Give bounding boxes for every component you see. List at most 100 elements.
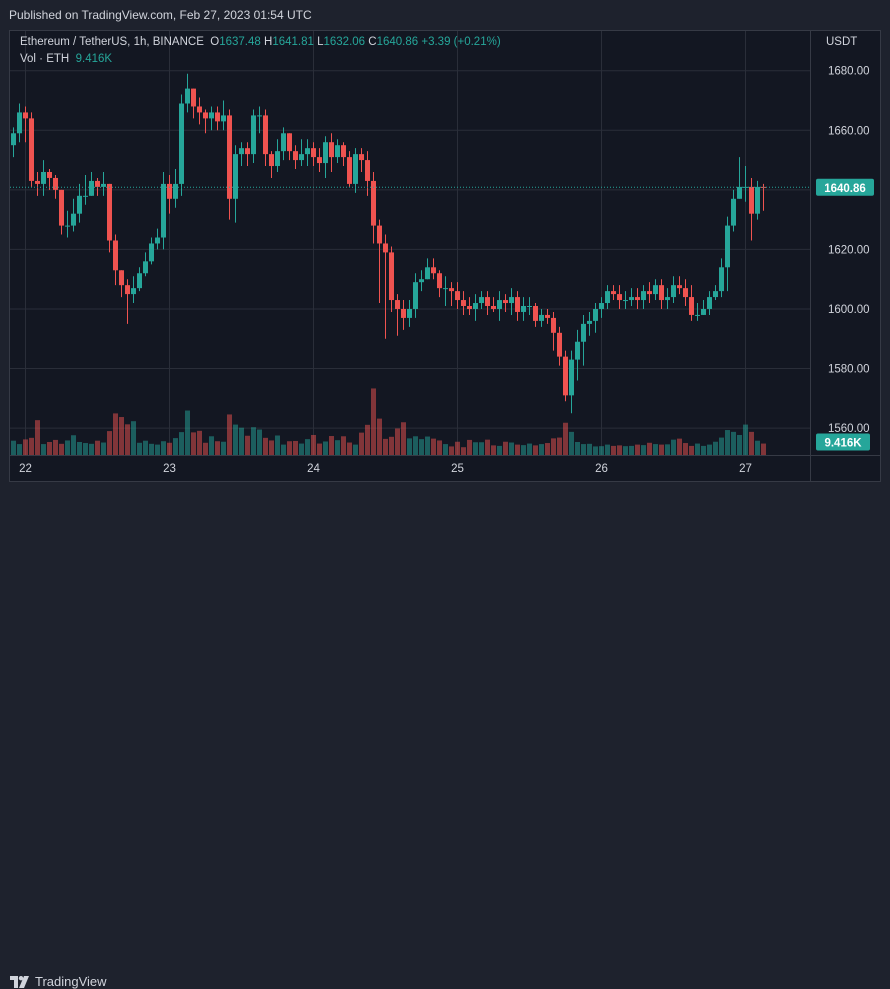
candle-body [215, 112, 220, 122]
volume-bar [563, 422, 568, 455]
volume-bar [329, 436, 334, 455]
volume-bar [83, 443, 88, 455]
volume-bar [635, 444, 640, 455]
x-tick-label: 26 [595, 463, 608, 475]
volume-bar [233, 424, 238, 455]
candle-body [623, 300, 628, 302]
candle-body [677, 285, 682, 289]
candle-body [587, 320, 592, 324]
volume-bar [179, 432, 184, 455]
volume-bar [449, 446, 454, 455]
volume-bar [605, 444, 610, 455]
candle-body [251, 115, 256, 155]
volume-bar [251, 427, 256, 455]
volume-bar [365, 424, 370, 455]
volume-bar [293, 440, 298, 455]
volume-bar [707, 444, 712, 455]
volume-bar [185, 410, 190, 455]
candle-body [413, 282, 418, 309]
candle-body [515, 297, 520, 312]
volume-bar [89, 443, 94, 455]
candle-body [167, 183, 172, 199]
volume-bar [305, 439, 310, 455]
volume-bar [317, 443, 322, 455]
candle-body [179, 103, 184, 184]
volume-badge-label: 9.416K [824, 438, 862, 450]
volume-bar [275, 435, 280, 455]
volume-bar [71, 435, 76, 455]
candle-body [479, 297, 484, 304]
volume-bar [53, 439, 58, 455]
volume-bar [611, 445, 616, 455]
low-key: L [317, 36, 324, 48]
volume-bar [671, 439, 676, 455]
candle-body [701, 308, 706, 315]
volume-bar [119, 417, 124, 455]
candle-body [683, 288, 688, 298]
candle-body [395, 300, 400, 309]
volume-bar [629, 445, 634, 455]
candle-body [329, 142, 334, 158]
volume-bar [17, 444, 22, 455]
candle-body [629, 297, 634, 301]
volume-bar [581, 444, 586, 455]
volume-bar [59, 443, 64, 455]
volume-bar [527, 443, 532, 455]
candle-body [341, 145, 346, 158]
volume-bar [431, 438, 436, 455]
candle-body [245, 148, 250, 155]
candle-body [239, 148, 244, 155]
volume-bar [131, 421, 136, 455]
volume-bar [197, 430, 202, 455]
volume-bar [203, 442, 208, 455]
volume-bar [509, 442, 514, 455]
volume-bar [377, 418, 382, 455]
volume-bar [323, 441, 328, 455]
volume-bar [245, 435, 250, 455]
candle-body [731, 198, 736, 226]
volume-bar [95, 440, 100, 455]
candle-body [563, 356, 568, 396]
candle-body [635, 297, 640, 301]
candle-body [359, 154, 364, 161]
candle-body [107, 183, 112, 241]
low-value: 1632.06 [323, 36, 366, 48]
volume-bar [587, 443, 592, 455]
volume-bar [77, 442, 82, 455]
candle-body [155, 237, 160, 244]
candle-body [185, 88, 190, 104]
volume-bar [257, 429, 262, 455]
candle-body [575, 341, 580, 360]
volume-bar [311, 434, 316, 455]
candle-body [449, 288, 454, 292]
volume-bar [503, 441, 508, 455]
candle-body [671, 285, 676, 298]
volume-bar [335, 440, 340, 455]
y-tick-label: 1560.00 [828, 423, 870, 435]
volume-bar [149, 443, 154, 455]
candle-body [389, 252, 394, 301]
volume-bar [35, 420, 40, 455]
candle-body [131, 288, 136, 295]
candle-body [647, 291, 652, 295]
tradingview-logo[interactable]: TradingView [10, 974, 107, 989]
volume-bar [473, 442, 478, 455]
volume-bar [407, 438, 412, 455]
candle-body [419, 279, 424, 283]
candle-body [527, 306, 532, 308]
candle-body [539, 314, 544, 321]
volume-bar [443, 444, 448, 455]
candle-body [143, 261, 148, 274]
candle-body [461, 300, 466, 307]
last-price-label: 1640.86 [824, 183, 866, 195]
candle-body [707, 297, 712, 309]
candle-body [437, 273, 442, 289]
volume-bar [371, 388, 376, 455]
chart-frame[interactable]: 1560.001580.001600.001620.001640.001660.… [9, 30, 881, 482]
volume-bar [647, 442, 652, 455]
volume-bar [167, 442, 172, 455]
candlestick-chart[interactable]: 1560.001580.001600.001620.001640.001660.… [10, 31, 880, 481]
candle-body [149, 243, 154, 262]
candle-body [269, 154, 274, 167]
volume-bar [755, 440, 760, 455]
